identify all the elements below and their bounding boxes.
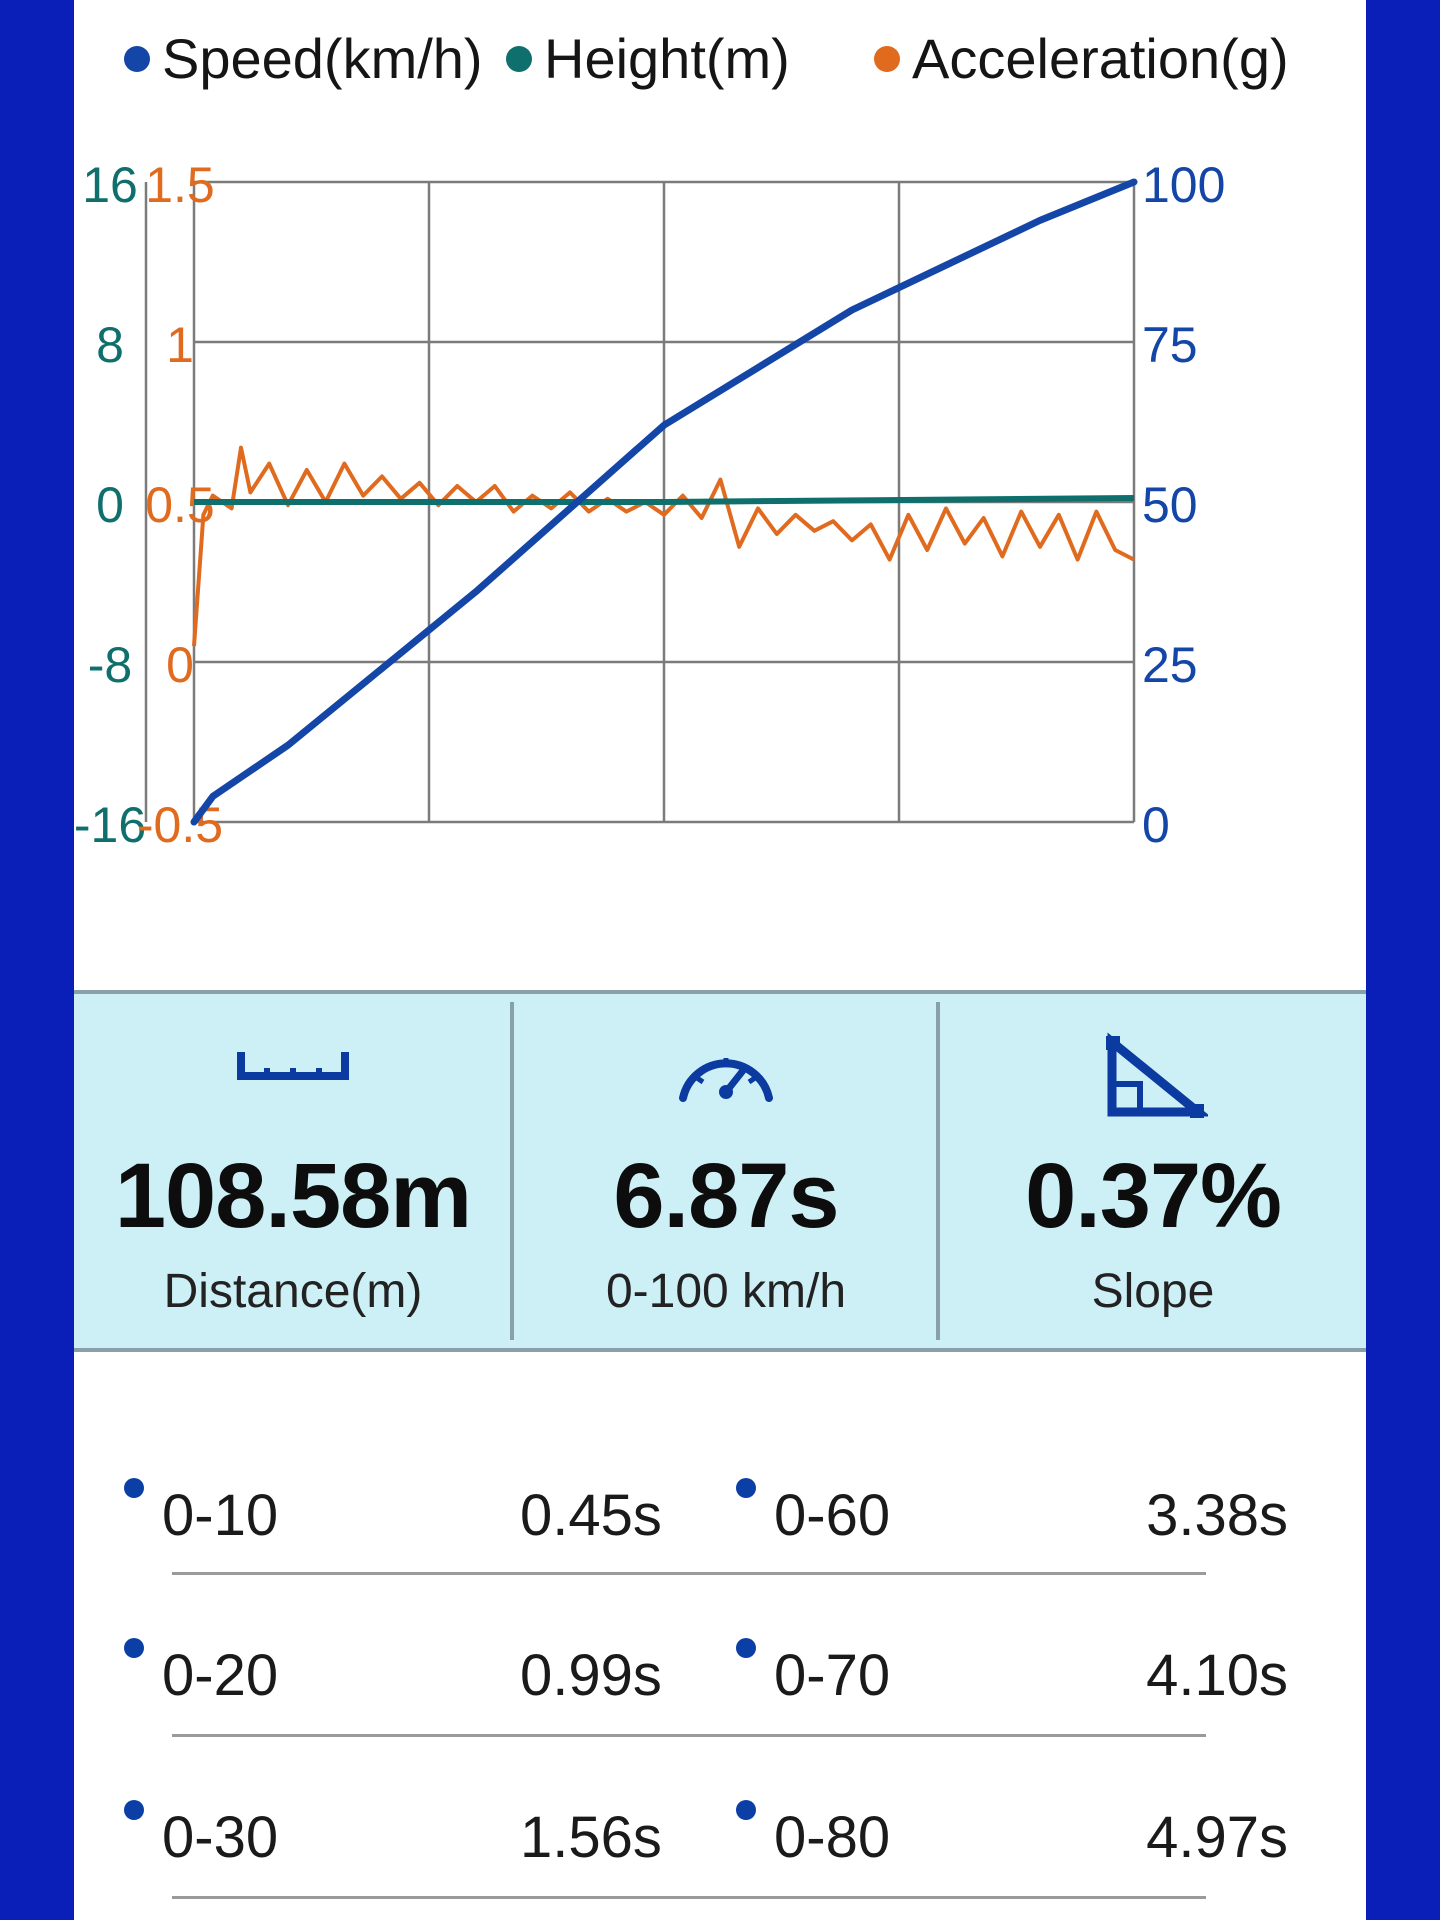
chart-lines xyxy=(190,178,1138,826)
time-value: 1.56s xyxy=(520,1805,662,1870)
accel-tick-label: 1.5 xyxy=(145,157,215,213)
bullet-dot xyxy=(736,1800,756,1820)
speed-tick-label: 50 xyxy=(1142,477,1198,533)
ruler-icon xyxy=(233,1032,353,1097)
legend-dot-acceleration xyxy=(874,45,900,72)
row-divider xyxy=(172,1896,1206,1899)
legend-label-speed: Speed(km/h) xyxy=(162,27,483,90)
accel-tick-label: 1 xyxy=(166,317,194,373)
speedometer-icon xyxy=(671,1032,781,1117)
accel-tick-label: 0 xyxy=(166,637,194,693)
legend-dot-height xyxy=(506,45,532,72)
zero-to-hundred-value: 6.87s xyxy=(613,1145,839,1247)
acceleration-times-list: 0-10 0.45s 0-60 3.38s 0-20 0.99s 0-70 4.… xyxy=(74,1352,1366,1920)
height-tick-label: 16 xyxy=(82,157,138,213)
speed-series-line xyxy=(190,178,1138,826)
slope-label: Slope xyxy=(1091,1265,1215,1318)
zero-to-hundred-label: 0-100 km/h xyxy=(605,1265,847,1318)
height-tick-label: 0 xyxy=(96,477,124,533)
speed-tick-label: 75 xyxy=(1142,317,1198,373)
list-item: 0-10 0.45s 0-60 3.38s xyxy=(74,1478,1366,1642)
stat-zero-to-hundred: 6.87s 0-100 km/h xyxy=(514,994,938,1348)
stats-panel: 108.58m Distance(m) 6.87s 0-100 km/h xyxy=(74,990,1366,1352)
chart-legend: Speed(km/h) Height(m) Acceleration(g) xyxy=(74,18,1366,98)
speed-tick-label: 100 xyxy=(1142,157,1225,213)
legend-item-height: Height(m) xyxy=(506,26,790,91)
height-tick-label: 8 xyxy=(96,317,124,373)
legend-dot-speed xyxy=(124,45,150,72)
range-label: 0-80 xyxy=(774,1805,891,1870)
app-screen: Speed(km/h) Height(m) Acceleration(g) 16… xyxy=(74,0,1366,1920)
height-tick-label: -8 xyxy=(88,637,132,693)
distance-value: 108.58m xyxy=(114,1145,472,1247)
range-label: 0-30 xyxy=(162,1805,279,1870)
time-value: 4.97s xyxy=(1146,1805,1288,1870)
legend-item-speed: Speed(km/h) xyxy=(124,26,483,91)
range-label: 0-70 xyxy=(774,1643,891,1708)
range-label: 0-60 xyxy=(774,1483,891,1548)
bullet-dot xyxy=(124,1800,144,1820)
range-label: 0-10 xyxy=(162,1483,279,1548)
list-item: 0-20 0.99s 0-70 4.10s xyxy=(74,1638,1366,1802)
stat-divider xyxy=(936,1002,940,1340)
distance-label: Distance(m) xyxy=(163,1265,423,1318)
stat-slope: 0.37% Slope xyxy=(940,994,1366,1348)
time-value: 0.99s xyxy=(520,1643,662,1708)
stat-distance: 108.58m Distance(m) xyxy=(74,994,512,1348)
bullet-dot xyxy=(736,1638,756,1658)
bullet-dot xyxy=(124,1638,144,1658)
legend-label-acceleration: Acceleration(g) xyxy=(912,27,1289,90)
chart-area: Speed(km/h) Height(m) Acceleration(g) 16… xyxy=(74,0,1366,990)
bullet-dot xyxy=(124,1478,144,1498)
time-value: 0.45s xyxy=(520,1483,662,1548)
range-label: 0-20 xyxy=(162,1643,279,1708)
speed-tick-label: 25 xyxy=(1142,637,1198,693)
time-value: 4.10s xyxy=(1146,1643,1288,1708)
slope-icon xyxy=(1098,1032,1211,1127)
speed-tick-label: 0 xyxy=(1142,797,1170,853)
legend-label-height: Height(m) xyxy=(544,27,790,90)
bullet-dot xyxy=(736,1478,756,1498)
height-tick-label: -16 xyxy=(74,797,146,853)
row-divider xyxy=(172,1734,1206,1737)
list-item: 0-30 1.56s 0-80 4.97s xyxy=(74,1800,1366,1920)
row-divider xyxy=(172,1572,1206,1575)
legend-item-acceleration: Acceleration(g) xyxy=(874,26,1289,91)
height-series-line xyxy=(194,495,1135,505)
slope-value: 0.37% xyxy=(1025,1145,1282,1247)
stat-divider xyxy=(510,1002,514,1340)
time-value: 3.38s xyxy=(1146,1483,1288,1548)
